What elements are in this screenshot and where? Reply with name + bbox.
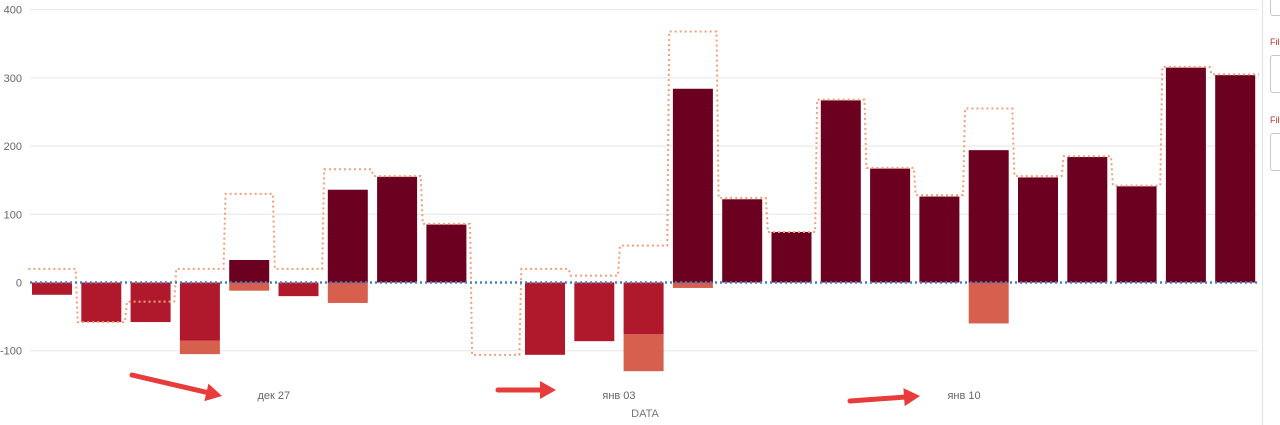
- arrow-head: [540, 381, 556, 399]
- bar: [327, 189, 368, 283]
- filter-box-2[interactable]: [1270, 133, 1280, 171]
- bar: [1018, 177, 1058, 283]
- x-tick-label: дек 27: [258, 390, 291, 402]
- x-axis-title: DATA: [631, 408, 659, 420]
- bar: [377, 176, 418, 283]
- bar: [771, 232, 812, 283]
- y-tick-label: 0: [16, 278, 22, 290]
- filter-dropdown[interactable]: [1270, 0, 1280, 16]
- filter-box-1[interactable]: [1270, 55, 1280, 93]
- bar-segment: [672, 282, 713, 288]
- y-axis-ticks: -100 0 100 200 300 400: [0, 5, 22, 358]
- bar: [623, 282, 664, 335]
- y-tick-label: 200: [4, 141, 22, 153]
- bar: [820, 100, 861, 283]
- bar: [870, 168, 911, 283]
- arrow-shaft: [129, 372, 209, 395]
- bar-segment: [968, 282, 1009, 324]
- y-tick-label: 100: [4, 209, 22, 221]
- arrow-shaft: [847, 394, 907, 404]
- bar: [179, 282, 220, 341]
- bar: [229, 259, 270, 283]
- bar: [968, 150, 1009, 283]
- x-tick-label: янв 03: [602, 390, 635, 402]
- target-step-line: [28, 30, 1259, 356]
- bar: [81, 282, 122, 323]
- bar: [1116, 186, 1157, 283]
- bar-segment: [327, 282, 368, 303]
- annotation-arrow: [129, 372, 222, 402]
- bar: [1067, 156, 1108, 283]
- bar: [1215, 75, 1256, 283]
- bar-segment: [179, 340, 220, 355]
- filter-panel: Fil Fil: [1262, 0, 1280, 425]
- bar-segment: [623, 334, 664, 372]
- y-tick-label: 300: [4, 73, 22, 85]
- bar: [919, 196, 960, 283]
- arrow-head: [204, 383, 222, 402]
- bar: [672, 88, 713, 283]
- bar: [278, 282, 319, 297]
- bar-segment: [229, 282, 270, 291]
- annotation-arrow: [847, 388, 920, 407]
- y-tick-label: -100: [0, 346, 22, 358]
- bar: [722, 199, 763, 283]
- bar: [426, 224, 467, 283]
- filter-label-1: Fil: [1270, 37, 1280, 47]
- bar: [574, 282, 615, 342]
- filter-label-2: Fil: [1270, 115, 1280, 125]
- y-tick-label: 400: [4, 5, 22, 17]
- x-axis-ticks: дек 27 янв 03 янв 10: [258, 390, 981, 402]
- bar: [32, 282, 72, 295]
- bar: [1165, 67, 1206, 283]
- arrow-head: [903, 388, 920, 407]
- bar: [525, 282, 565, 355]
- target-step-line: [28, 30, 1259, 356]
- bars: [32, 67, 1256, 372]
- annotation-arrow: [495, 381, 556, 399]
- x-tick-label: янв 10: [947, 390, 980, 402]
- annotation-arrows: [129, 372, 920, 407]
